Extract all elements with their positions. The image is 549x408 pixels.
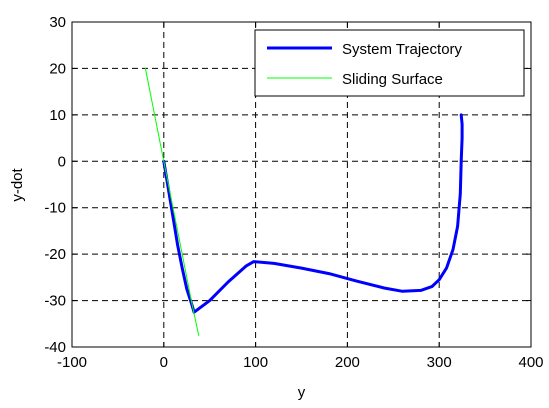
y-tick-label: 0 xyxy=(58,153,66,170)
y-tick-label: -40 xyxy=(44,339,66,356)
x-tick-label: 400 xyxy=(518,354,543,371)
legend-label-sliding-surface: Sliding Surface xyxy=(342,71,443,88)
x-tick-label: 200 xyxy=(335,354,360,371)
y-tick-label: 20 xyxy=(49,60,66,77)
x-tick-label: 300 xyxy=(427,354,452,371)
legend-label-system-trajectory: System Trajectory xyxy=(342,41,463,58)
x-tick-label: -100 xyxy=(57,354,87,371)
plot-frame xyxy=(71,21,532,348)
legend: System Trajectory Sliding Surface xyxy=(254,29,525,97)
x-tick-label: 0 xyxy=(160,354,168,371)
x-axis-label: y xyxy=(298,384,306,401)
series-layer xyxy=(144,67,464,336)
x-tick-label: 100 xyxy=(243,354,268,371)
y-tick-label: -20 xyxy=(44,246,66,263)
y-axis-label: y-dot xyxy=(9,168,26,202)
y-tick-label: -10 xyxy=(44,200,66,217)
legend-box xyxy=(254,29,525,97)
sliding-surface-line xyxy=(144,67,200,336)
y-tick-label: -30 xyxy=(44,293,66,310)
y-tick-label: 10 xyxy=(49,107,66,124)
system-trajectory-line xyxy=(162,113,464,314)
y-tick-label: 30 xyxy=(49,14,66,31)
